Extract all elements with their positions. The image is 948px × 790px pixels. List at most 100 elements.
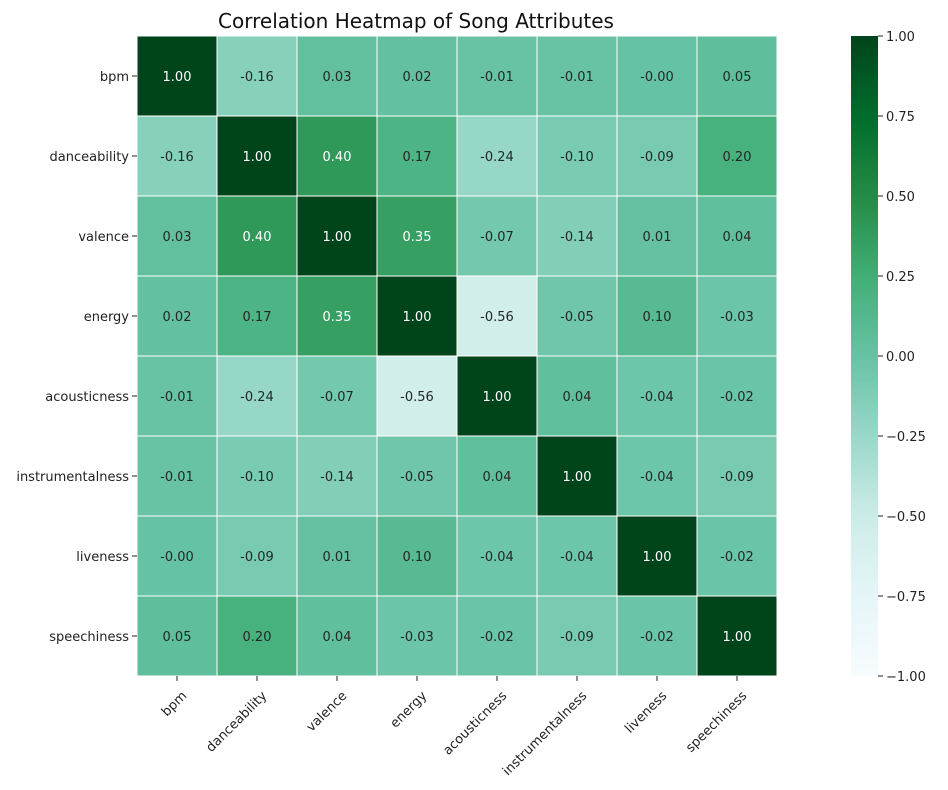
heatmap-cell-liveness-speechiness <box>696 515 778 597</box>
heatmap-cell-valence-energy <box>376 195 458 277</box>
cell-value-label: -0.24 <box>240 390 274 405</box>
cell-value-label: 0.01 <box>643 230 672 245</box>
heatmap-cell-instrumentalness-bpm <box>136 435 218 517</box>
cell-value-label: -0.01 <box>480 70 514 85</box>
chart-title: Correlation Heatmap of Song Attributes <box>218 9 614 33</box>
cell-value-label: -0.03 <box>400 630 434 645</box>
cell-value-label: -0.09 <box>240 550 274 565</box>
cell-value-label: 1.00 <box>483 390 512 405</box>
cell-value-label: 0.05 <box>723 70 752 85</box>
heatmap-cell-danceability-speechiness <box>696 115 778 197</box>
heatmap-cell-instrumentalness-speechiness <box>696 435 778 517</box>
cell-value-label: -0.04 <box>560 550 594 565</box>
cell-value-label: 0.04 <box>323 630 352 645</box>
heatmap-cell-instrumentalness-energy <box>376 435 458 517</box>
colorbar-tick-label: 0.00 <box>886 350 915 365</box>
cell-value-label: -0.10 <box>240 470 274 485</box>
cell-value-label: 0.35 <box>323 310 352 325</box>
cell-value-label: -0.56 <box>400 390 434 405</box>
cell-value-label: 0.10 <box>403 550 432 565</box>
heatmap-cell-bpm-speechiness <box>696 35 778 117</box>
cell-value-label: -0.05 <box>400 470 434 485</box>
heatmap-cell-acousticness-instrumentalness <box>536 355 618 437</box>
cell-value-label: -0.00 <box>640 70 674 85</box>
heatmap-cell-danceability-instrumentalness <box>536 115 618 197</box>
heatmap-cell-speechiness-liveness <box>616 595 698 677</box>
cell-value-label: -0.07 <box>320 390 354 405</box>
cell-value-label: -0.02 <box>720 550 754 565</box>
cell-value-label: 0.02 <box>403 70 432 85</box>
heatmap-cell-liveness-liveness <box>616 515 698 597</box>
y-tick-label-instrumentalness: instrumentalness <box>16 470 129 485</box>
cell-value-label: -0.56 <box>480 310 514 325</box>
heatmap-cell-valence-instrumentalness <box>536 195 618 277</box>
colorbar-tick-label: −0.75 <box>886 590 926 605</box>
heatmap-cell-instrumentalness-valence <box>296 435 378 517</box>
cell-value-label: 0.02 <box>163 310 192 325</box>
cell-value-label: -0.16 <box>160 150 194 165</box>
colorbar-tick-label: 0.75 <box>886 110 915 125</box>
cell-value-label: 0.17 <box>243 310 272 325</box>
y-tick-label-acousticness: acousticness <box>45 390 129 405</box>
cell-value-label: 0.17 <box>403 150 432 165</box>
y-tick-label-danceability: danceability <box>50 150 130 165</box>
heatmap-cell-speechiness-valence <box>296 595 378 677</box>
colorbar-tick-label: −1.00 <box>886 670 926 685</box>
heatmap-cell-acousticness-energy <box>376 355 458 437</box>
heatmap-cell-bpm-danceability <box>216 35 298 117</box>
y-tick-label-liveness: liveness <box>76 550 129 565</box>
y-axis: bpm danceability valence energy acousticness… <box>16 70 137 645</box>
heatmap-cell-liveness-danceability <box>216 515 298 597</box>
heatmap-cell-energy-speechiness <box>696 275 778 357</box>
heatmap-cell-energy-liveness <box>616 275 698 357</box>
heatmap-cell-speechiness-danceability <box>216 595 298 677</box>
cell-value-label: 0.20 <box>243 630 272 645</box>
cell-value-label: -0.07 <box>480 230 514 245</box>
cell-value-label: 0.20 <box>723 150 752 165</box>
heatmap-cell-speechiness-speechiness <box>696 595 778 677</box>
cell-value-label: -0.10 <box>560 150 594 165</box>
cell-value-label: 1.00 <box>163 70 192 85</box>
heatmap-cell-bpm-liveness <box>616 35 698 117</box>
heatmap-cell-bpm-valence <box>296 35 378 117</box>
cell-value-label: 0.40 <box>323 150 352 165</box>
heatmap-cell-liveness-valence <box>296 515 378 597</box>
cell-value-label: -0.01 <box>160 390 194 405</box>
cell-value-label: -0.01 <box>560 70 594 85</box>
cell-value-label: 0.03 <box>323 70 352 85</box>
cell-value-labels: 1.00 -0.16 0.03 0.02 -0.01 -0.01 -0.00 0.05 -0.1… <box>160 70 754 645</box>
cell-value-label: 0.05 <box>163 630 192 645</box>
heatmap-cell-danceability-danceability <box>216 115 298 197</box>
heatmap-cell-energy-danceability <box>216 275 298 357</box>
cell-value-label: -0.24 <box>480 150 514 165</box>
heatmap-cell-danceability-acousticness <box>456 115 538 197</box>
cell-value-label: -0.04 <box>640 470 674 485</box>
heatmap-cell-instrumentalness-liveness <box>616 435 698 517</box>
heatmap-cell-instrumentalness-acousticness <box>456 435 538 517</box>
cell-value-label: 0.10 <box>643 310 672 325</box>
colorbar-tick-label: 1.00 <box>886 30 915 45</box>
cell-value-label: 0.04 <box>723 230 752 245</box>
cell-value-label: 1.00 <box>563 470 592 485</box>
cell-value-label: 0.04 <box>563 390 592 405</box>
heatmap-cells <box>136 35 778 677</box>
heatmap-cell-valence-valence <box>296 195 378 277</box>
heatmap-cell-valence-speechiness <box>696 195 778 277</box>
cell-value-label: -0.02 <box>640 630 674 645</box>
y-tick-label-bpm: bpm <box>100 70 129 85</box>
cell-value-label: 1.00 <box>643 550 672 565</box>
cell-value-label: 0.03 <box>163 230 192 245</box>
y-tick-label-speechiness: speechiness <box>49 630 129 645</box>
cell-value-label: 0.04 <box>483 470 512 485</box>
cell-value-label: -0.09 <box>720 470 754 485</box>
heatmap-cell-speechiness-energy <box>376 595 458 677</box>
colorbar: 1.00 0.75 0.50 0.25 0.00 −0.25 −0.50 −0.75 −1.00 <box>851 30 926 685</box>
heatmap-cell-energy-acousticness <box>456 275 538 357</box>
cell-value-label: -0.00 <box>160 550 194 565</box>
cell-value-label: -0.14 <box>560 230 594 245</box>
cell-value-label: -0.16 <box>240 70 274 85</box>
cell-value-label: 1.00 <box>243 150 272 165</box>
heatmap-cell-bpm-bpm <box>136 35 218 117</box>
